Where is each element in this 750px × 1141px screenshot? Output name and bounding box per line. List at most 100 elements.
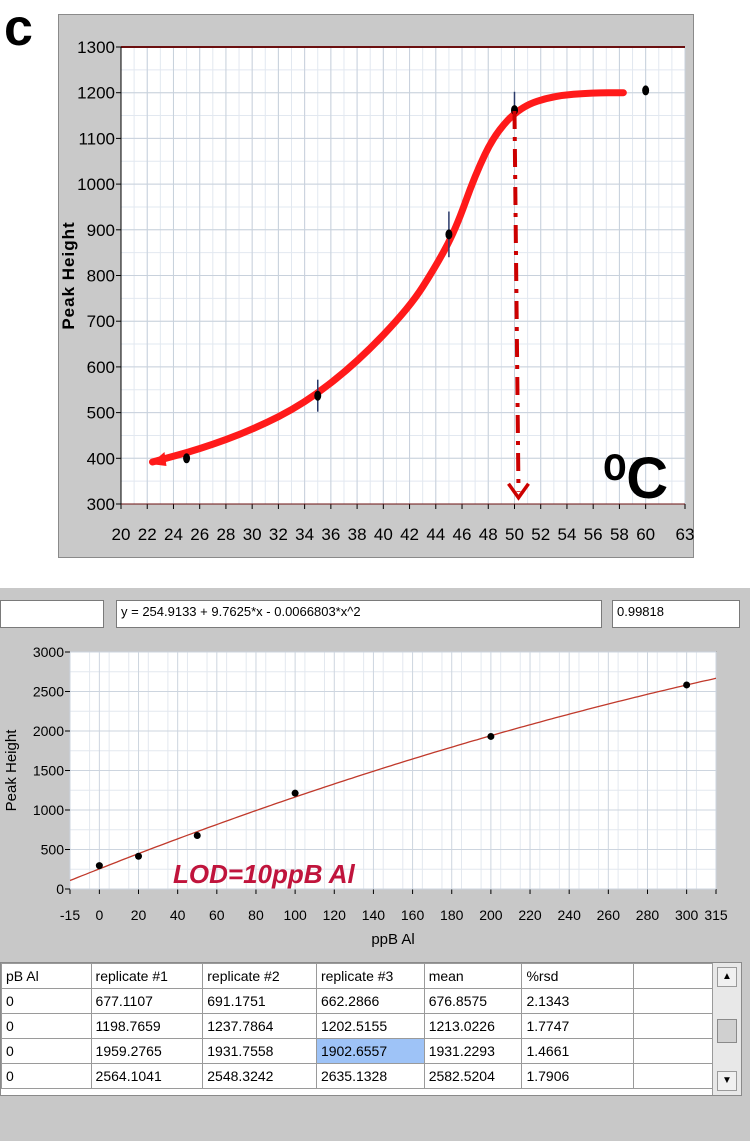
bottom-y-tick-label: 0 <box>56 881 64 897</box>
table-row: 0 677.1107 691.1751 662.2866 676.8575 2.1343 <box>1 988 741 1014</box>
table-cell[interactable]: 2582.5204 <box>423 1063 523 1089</box>
top-unit-label: ⁰C <box>603 446 668 511</box>
bottom-x-tick-label: 220 <box>518 907 542 923</box>
table-cell[interactable]: 2.1343 <box>521 988 634 1014</box>
top-y-tick-label: 500 <box>87 404 115 423</box>
table-cell[interactable]: 1959.2765 <box>90 1038 204 1064</box>
table-cell[interactable]: 1237.7864 <box>202 1013 317 1039</box>
table-row: 0 2564.1041 2548.3242 2635.1328 2582.5204 1.7… <box>1 1063 741 1089</box>
bottom-x-tick-label: 280 <box>636 907 660 923</box>
table-cell[interactable]: 1931.7558 <box>202 1038 317 1064</box>
bottom-x-tick-label: 180 <box>440 907 464 923</box>
table-row: 0 1198.7659 1237.7864 1202.5155 1213.0226 1.7… <box>1 1013 741 1039</box>
top-x-tick-label: 28 <box>216 525 235 544</box>
table-cell[interactable]: 662.2866 <box>315 988 425 1014</box>
table-cell[interactable]: 1902.6557 <box>315 1038 425 1064</box>
top-x-tick-label: 58 <box>610 525 629 544</box>
top-x-tick-label: 32 <box>269 525 288 544</box>
bottom-y-tick-label: 500 <box>41 842 65 858</box>
table-cell[interactable]: 0 <box>1 988 92 1014</box>
table-cell[interactable]: 676.8575 <box>423 988 523 1014</box>
bottom-x-axis-label: ppB Al <box>371 931 414 948</box>
bottom-y-axis-label: Peak Height <box>3 729 20 812</box>
top-x-tick-label: 30 <box>243 525 262 544</box>
table-header-cell: pB Al <box>1 963 92 989</box>
top-x-tick-label: 42 <box>400 525 419 544</box>
bottom-x-tick-label: 40 <box>170 907 186 923</box>
top-annotation-arrow-line <box>512 110 521 492</box>
table-cell[interactable]: 1198.7659 <box>90 1013 204 1039</box>
bottom-data-point <box>683 681 691 689</box>
top-data-point <box>642 85 650 96</box>
bottom-x-tick-label: -15 <box>60 907 80 923</box>
bottom-x-tick-label: 260 <box>597 907 621 923</box>
table-cell[interactable]: 677.1107 <box>90 988 204 1014</box>
top-y-tick-label: 600 <box>87 358 115 377</box>
top-x-tick-label: 22 <box>138 525 157 544</box>
bottom-x-tick-label: 200 <box>479 907 503 923</box>
top-x-tick-label: 50 <box>505 525 524 544</box>
panel-letter: c <box>4 0 33 57</box>
top-y-tick-label: 400 <box>87 449 115 468</box>
table-cell[interactable]: 0 <box>1 1013 92 1039</box>
top-chart: 20 22 24 26 28 30 32 34 36 38 40 42 44 46 48 50 52 54 56 58… <box>59 38 694 544</box>
bottom-x-tick-label: 160 <box>401 907 425 923</box>
scroll-down-icon[interactable]: ▼ <box>717 1071 737 1091</box>
bottom-y-tick-label: 3000 <box>33 644 64 660</box>
scroll-up-icon[interactable]: ▲ <box>717 967 737 987</box>
top-x-tick-label: 54 <box>557 525 576 544</box>
blank-field[interactable] <box>0 600 104 628</box>
top-y-tick-label: 1000 <box>77 175 115 194</box>
bottom-y-tick-label: 2500 <box>33 684 64 700</box>
table-header-cell: %rsd <box>521 963 634 989</box>
top-y-tick-label: 1300 <box>77 38 115 57</box>
table-cell[interactable]: 2635.1328 <box>315 1063 425 1089</box>
top-trend-curve <box>148 89 627 466</box>
table-cell[interactable]: 1.7906 <box>521 1063 634 1089</box>
bottom-y-tick-label: 1500 <box>33 763 64 779</box>
scroll-thumb[interactable] <box>717 1019 737 1043</box>
top-y-tick-label: 300 <box>87 495 115 514</box>
bottom-x-tick-label: 315 <box>704 907 728 923</box>
bottom-y-tick-label: 2000 <box>33 723 64 739</box>
table-header-cell: mean <box>423 963 523 989</box>
top-x-tick-label: 48 <box>479 525 498 544</box>
top-y-tick-label: 900 <box>87 221 115 240</box>
lod-label: LOD=10ppB Al <box>173 859 356 889</box>
data-table: pB Al replicate #1 replicate #2 replicate #… <box>0 962 742 1096</box>
top-trend-arrowhead <box>150 451 167 466</box>
top-x-tick-label: 44 <box>426 525 445 544</box>
table-header-cell: replicate #2 <box>202 963 317 989</box>
table-cell[interactable]: 1.7747 <box>521 1013 634 1039</box>
top-y-tick-label: 700 <box>87 312 115 331</box>
top-y-tick-label: 1200 <box>77 84 115 103</box>
bottom-x-tick-label: 120 <box>323 907 347 923</box>
r-squared-field[interactable]: 0.99818 <box>612 600 740 628</box>
table-header-row: pB Al replicate #1 replicate #2 replicate #… <box>1 963 741 989</box>
top-y-tick-label: 800 <box>87 267 115 286</box>
table-cell[interactable]: 1213.0226 <box>423 1013 523 1039</box>
table-row: 0 1959.2765 1931.7558 1902.6557 1931.2293 1.4… <box>1 1038 741 1064</box>
table-cell[interactable]: 2564.1041 <box>90 1063 204 1089</box>
table-cell[interactable]: 0 <box>1 1063 92 1089</box>
table-cell[interactable]: 691.1751 <box>202 988 317 1014</box>
table-cell[interactable]: 1931.2293 <box>423 1038 523 1064</box>
table-header-cell: replicate #1 <box>90 963 204 989</box>
top-x-tick-label: 60 <box>636 525 655 544</box>
equation-field[interactable]: y = 254.9133 + 9.7625*x - 0.0066803*x^2 <box>116 600 602 628</box>
table-cell[interactable]: 2548.3242 <box>202 1063 317 1089</box>
top-x-tick-label: 20 <box>112 525 131 544</box>
table-cell[interactable]: 1202.5155 <box>315 1013 425 1039</box>
bottom-x-tick-label: 300 <box>675 907 699 923</box>
table-cell[interactable]: 0 <box>1 1038 92 1064</box>
top-x-tick-label: 52 <box>531 525 550 544</box>
bottom-data-point <box>487 732 495 740</box>
top-x-tick-label: 40 <box>374 525 393 544</box>
bottom-x-tick-label: 100 <box>283 907 307 923</box>
bottom-x-tick-label: 20 <box>131 907 147 923</box>
bottom-x-tick-label: 240 <box>558 907 582 923</box>
bottom-x-tick-label: 80 <box>248 907 264 923</box>
table-cell[interactable]: 1.4661 <box>521 1038 634 1064</box>
bottom-data-point <box>135 852 143 860</box>
table-scrollbar[interactable]: ▲ ▼ <box>712 963 741 1095</box>
